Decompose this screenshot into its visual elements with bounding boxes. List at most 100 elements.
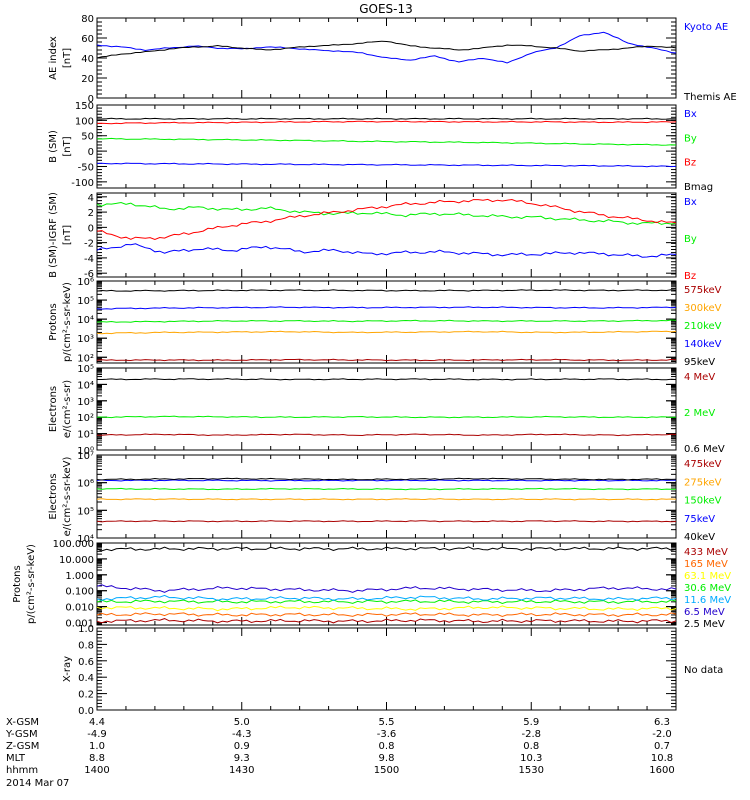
series-line-95keV (96, 289, 677, 292)
series-line-Kyoto-AE (96, 31, 677, 64)
y-tick-label: 10⁶ (77, 479, 94, 490)
y-axis-label: AE index (48, 36, 59, 80)
y-tick-label: 10³ (77, 397, 94, 408)
series-line-275keV (96, 498, 677, 501)
series-line-300keV (96, 330, 677, 335)
y-axis-label: Electrons (48, 473, 59, 519)
ephemeris-value: 1400 (84, 765, 109, 776)
plot-frame (96, 192, 677, 278)
y-tick-label: 60 (81, 34, 94, 45)
ephemeris-row-label: Y-GSM (5, 729, 38, 740)
y-tick-label: 0 (88, 94, 94, 105)
y-tick-label: 100.000 (53, 539, 94, 550)
y-axis-label: Electrons (48, 386, 59, 432)
legend-475keV: 475keV (684, 459, 722, 470)
y-tick-label: 0 (88, 147, 94, 158)
panel-7: 0.0 0.2 0.4 0.6 0.8 1.0 X-ray No data (62, 624, 723, 717)
y-tick-label: 0.4 (78, 673, 94, 684)
ephemeris-value: -3.6 (377, 729, 397, 740)
ephemeris-value: 0.7 (654, 741, 670, 752)
y-tick-label: -100 (71, 178, 94, 189)
series-line-6.5-MeV (96, 584, 677, 593)
ephemeris-value: -4.9 (87, 729, 107, 740)
y-tick-label: 0.8 (78, 640, 94, 651)
ephemeris-value: 0.8 (379, 741, 395, 752)
date-label: 2014 Mar 07 (6, 778, 69, 789)
y-tick-label: 10⁰ (77, 446, 94, 457)
y-axis-unit: p/(cm²-s-sr-keV) (62, 282, 73, 362)
y-tick-label: 1.0 (78, 624, 94, 635)
legend-Themis-AE: Themis AE (683, 92, 737, 103)
plot-frame (96, 104, 677, 189)
y-tick-label: 10⁵ (77, 506, 94, 517)
y-tick-label: 40 (81, 54, 94, 65)
legend-Kyoto-AE: Kyoto AE (684, 22, 728, 33)
ephemeris-value: 1600 (649, 765, 674, 776)
y-tick-label: 10⁴ (77, 315, 94, 326)
legend-4-MeV: 4 MeV (684, 372, 715, 383)
y-tick-label: 10⁵ (77, 296, 94, 307)
y-tick-label: 50 (81, 132, 94, 143)
y-tick-label: 20 (81, 74, 94, 85)
y-tick-label: 150 (75, 101, 94, 112)
legend-275keV: 275keV (684, 477, 722, 488)
series-line-By (96, 201, 677, 225)
ephemeris-value: 1430 (229, 765, 254, 776)
y-tick-label: 0.0 (78, 706, 94, 717)
series-line-Bx (96, 162, 677, 168)
legend-2-MeV: 2 MeV (684, 408, 715, 419)
legend-95keV: 95keV (684, 357, 715, 368)
y-tick-label: 80 (81, 14, 94, 25)
legend-300keV: 300keV (684, 303, 722, 314)
legend-Bz: Bz (684, 158, 696, 169)
y-tick-label: 0.6 (78, 657, 94, 668)
panel-0: 0 20 40 60 80 AE index [nT] Kyoto AE Themis AE (48, 14, 737, 105)
panel-3: 10² 10³ 10⁴ 10⁵ 10⁶ Protons p/(cm²-s-sr-keV) 57… (48, 277, 722, 368)
ephemeris-value: 8.8 (89, 753, 105, 764)
legend-140keV: 140keV (684, 339, 722, 350)
ephemeris-row-label: MLT (6, 753, 26, 764)
series-line-0.6-MeV (97, 377, 677, 381)
y-tick-label: 0.100 (65, 587, 94, 598)
y-tick-label: 10⁴ (77, 380, 94, 391)
plot-frame (96, 367, 677, 451)
y-tick-label: 10² (77, 413, 94, 424)
legend-75keV: 75keV (684, 514, 715, 525)
ephemeris-row-label: hhmm (6, 765, 38, 776)
legend-210keV: 210keV (684, 321, 722, 332)
y-axis-label: Protons (48, 303, 59, 340)
legend-Bx: Bx (684, 109, 697, 120)
legend-0.6-MeV: 0.6 MeV (684, 444, 725, 455)
ephemeris-value: -4.3 (232, 729, 252, 740)
ephemeris-value: 0.9 (234, 741, 250, 752)
y-tick-label: 2 (88, 208, 94, 219)
ephemeris-value: 6.3 (654, 717, 670, 728)
ephemeris-value: 1.0 (89, 741, 105, 752)
ephemeris-value: 5.9 (523, 717, 539, 728)
y-tick-label: 10¹ (77, 430, 94, 441)
series-line-4-MeV (97, 433, 677, 437)
legend-6.5-MeV: 6.5 MeV (684, 607, 725, 618)
series-line-30.6-MeV (96, 599, 677, 605)
no-data-label: No data (684, 665, 723, 676)
series-line-63.1-MeV (96, 605, 677, 612)
legend-165-MeV: 165 MeV (684, 559, 728, 570)
series-line-433-MeV (96, 618, 677, 624)
y-tick-label: 1.000 (65, 571, 94, 582)
y-axis-unit: [nT] (62, 136, 73, 156)
legend-150keV: 150keV (684, 496, 722, 507)
y-tick-label: 10² (77, 353, 94, 364)
series-line-Bz (96, 120, 677, 125)
series-line-11.6-MeV (96, 594, 677, 602)
series-line-75keV (96, 479, 677, 482)
y-axis-label: X-ray (62, 656, 73, 682)
y-tick-label: 0.001 (65, 619, 94, 630)
ephemeris-value: 9.8 (379, 753, 395, 764)
series-line-40keV (96, 477, 677, 481)
ephemeris-value: 4.4 (89, 717, 105, 728)
y-tick-label: -2 (84, 239, 94, 250)
legend-2.5-MeV: 2.5 MeV (684, 619, 725, 630)
series-line-165-MeV (96, 612, 677, 618)
legend-575keV: 575keV (684, 285, 722, 296)
legend-11.6-MeV: 11.6 MeV (684, 595, 731, 606)
